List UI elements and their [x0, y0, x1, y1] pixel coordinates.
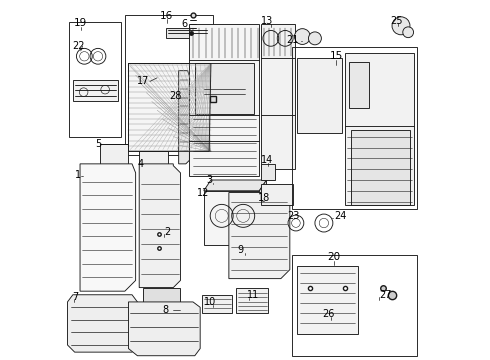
Text: 13: 13 [261, 16, 273, 26]
Text: 28: 28 [170, 91, 182, 101]
Polygon shape [229, 193, 290, 279]
Text: 25: 25 [390, 16, 403, 26]
Text: 22: 22 [72, 41, 85, 51]
Bar [204, 191, 259, 244]
Text: 21: 21 [287, 35, 299, 45]
Bar [351, 130, 410, 205]
Bar [69, 22, 122, 137]
Text: 27: 27 [379, 290, 392, 300]
Bar [345, 53, 414, 205]
Text: 8: 8 [163, 305, 169, 315]
Text: 11: 11 [247, 290, 259, 300]
Bar [236, 288, 269, 313]
Text: 7: 7 [72, 292, 78, 302]
Circle shape [294, 29, 310, 44]
Text: 19: 19 [74, 18, 87, 28]
Text: 1: 1 [74, 170, 81, 180]
Bar [292, 47, 417, 209]
Bar [261, 24, 295, 169]
Bar [261, 164, 275, 180]
Polygon shape [204, 180, 267, 191]
Text: 6: 6 [181, 19, 187, 29]
Circle shape [392, 17, 410, 35]
Text: 3: 3 [206, 175, 212, 185]
Polygon shape [80, 164, 136, 291]
Text: 26: 26 [322, 310, 335, 319]
Bar [292, 255, 417, 356]
Text: 10: 10 [204, 297, 216, 307]
Polygon shape [139, 164, 180, 288]
Text: 16: 16 [160, 11, 173, 21]
Text: 9: 9 [238, 245, 244, 255]
Bar [125, 15, 213, 155]
Text: 5: 5 [95, 139, 101, 149]
Text: 15: 15 [330, 51, 343, 61]
Polygon shape [143, 288, 180, 302]
Text: 2: 2 [164, 227, 171, 237]
Text: 14: 14 [261, 155, 273, 165]
Text: 4: 4 [137, 159, 144, 169]
Bar [297, 266, 358, 334]
Polygon shape [100, 144, 128, 164]
Text: 20: 20 [327, 252, 341, 262]
Text: 18: 18 [258, 193, 270, 203]
Polygon shape [68, 295, 137, 352]
Bar [297, 58, 342, 134]
Bar [195, 63, 254, 114]
Polygon shape [166, 28, 209, 39]
Text: 12: 12 [196, 188, 209, 198]
Bar [261, 184, 294, 205]
Polygon shape [259, 180, 267, 244]
Text: 24: 24 [334, 211, 346, 221]
Polygon shape [73, 80, 118, 101]
Bar [190, 24, 259, 176]
Polygon shape [179, 71, 190, 164]
Bar [202, 295, 232, 313]
Bar [349, 62, 368, 108]
Text: 17: 17 [137, 76, 150, 86]
Polygon shape [128, 63, 211, 151]
Circle shape [309, 32, 321, 45]
Text: 23: 23 [287, 211, 300, 221]
Polygon shape [128, 302, 200, 356]
Circle shape [403, 27, 414, 38]
Polygon shape [139, 151, 168, 169]
